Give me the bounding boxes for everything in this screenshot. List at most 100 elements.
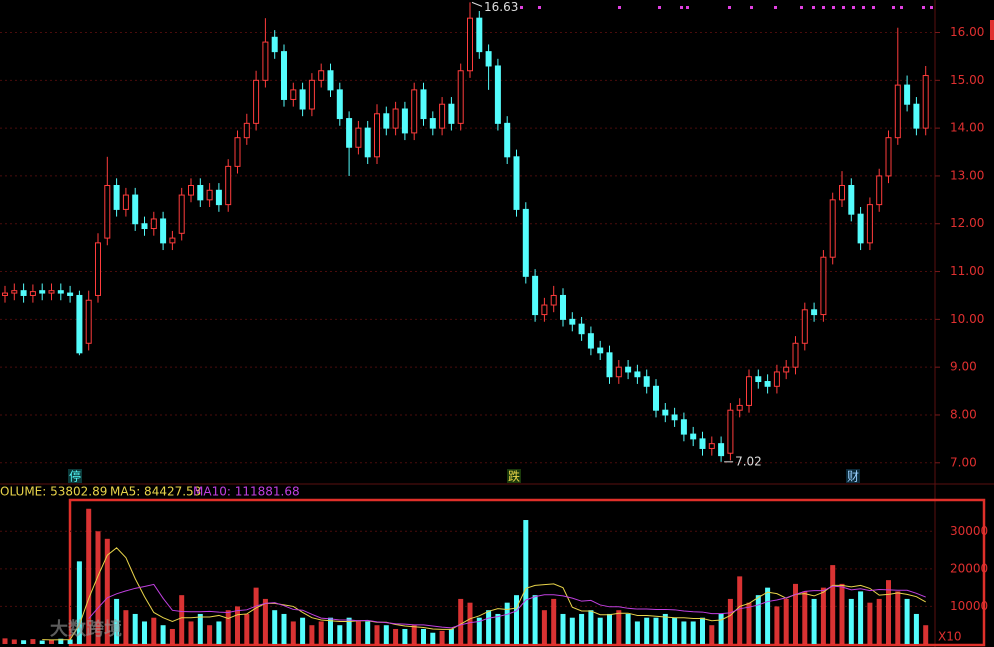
high-arrow — [471, 1, 483, 7]
candle-body — [773, 371, 780, 387]
annotation: 停 — [69, 469, 81, 484]
y-tick-label: 16.00 — [950, 25, 984, 39]
legend-ma10: MA10: 111881.68 — [193, 485, 300, 499]
candle-body — [327, 70, 334, 91]
candle-body — [718, 443, 725, 457]
volume-bar — [755, 595, 761, 644]
candle-body — [2, 292, 8, 296]
top-dot — [900, 6, 903, 9]
candle-body — [811, 309, 818, 316]
top-dot — [922, 6, 925, 9]
candle-body — [308, 79, 315, 110]
candle-body — [550, 294, 557, 306]
volume-bar — [160, 625, 166, 644]
candle-body — [67, 292, 74, 296]
candle-body — [504, 122, 511, 158]
volume-bar — [765, 587, 771, 644]
candle-body — [76, 294, 83, 354]
volume-bar — [607, 613, 612, 644]
volume-bar — [560, 613, 566, 644]
candle-body — [225, 165, 232, 206]
candle-body — [541, 304, 548, 316]
volume-bar — [700, 617, 705, 644]
volume-bar — [290, 621, 296, 644]
volume-bar — [662, 613, 668, 644]
volume-bar — [95, 531, 101, 644]
candle-body — [476, 17, 483, 53]
top-dot — [680, 6, 683, 9]
candle-body — [48, 290, 55, 294]
volume-bar — [104, 538, 110, 644]
volume-bar — [867, 602, 873, 644]
candle-body — [346, 118, 353, 148]
volume-bar — [783, 598, 789, 644]
candle-body — [532, 275, 539, 316]
candle-body — [597, 347, 604, 354]
volume-bar — [169, 628, 175, 644]
high-label: 16.63 — [484, 0, 518, 14]
candle-body — [727, 409, 734, 454]
volume-bar — [365, 621, 371, 644]
volume-bar — [374, 625, 380, 644]
volume-bar — [690, 621, 696, 644]
candle-body — [169, 237, 176, 244]
candle-body — [922, 75, 929, 129]
volume-bar — [913, 613, 919, 644]
volume-bar — [216, 621, 222, 644]
volume-bar — [225, 610, 231, 644]
candle-body — [113, 184, 120, 210]
volume-bar — [300, 617, 306, 644]
candle-body — [132, 194, 139, 225]
candle-body — [197, 184, 204, 201]
candle-body — [234, 137, 241, 167]
legend-ma5: MA5: 84427.53 — [110, 485, 201, 499]
top-dot — [892, 6, 895, 9]
volume-bar — [86, 508, 92, 644]
volume-bar — [151, 617, 157, 644]
top-dot — [520, 6, 523, 9]
volume-bar — [272, 610, 278, 644]
y-tick-label: 13.00 — [950, 168, 984, 182]
candle-body — [494, 65, 501, 124]
top-dot — [686, 6, 689, 9]
volume-bar — [123, 610, 129, 644]
candle-body — [708, 443, 715, 449]
y-tick-label: 9.00 — [950, 360, 977, 374]
candle-body — [160, 218, 167, 244]
candle-body — [848, 184, 855, 215]
candle-body — [699, 438, 706, 449]
volume-bar — [421, 628, 426, 644]
candle-body — [653, 385, 659, 411]
volume-bar — [281, 613, 287, 644]
candle-body — [560, 294, 566, 320]
ma-line — [88, 583, 926, 629]
candle-body — [839, 184, 845, 201]
volume-bar — [142, 621, 147, 644]
volume-bar — [188, 621, 194, 644]
volume-bar — [802, 591, 808, 644]
candle-body — [439, 103, 446, 129]
candle-body — [448, 103, 455, 124]
candle-body — [587, 333, 594, 349]
volume-bar — [197, 613, 203, 644]
top-dot — [930, 6, 933, 9]
candle-body — [262, 41, 269, 81]
annotation-bg — [507, 469, 521, 483]
top-dot — [658, 6, 661, 9]
top-dot — [872, 6, 875, 9]
volume-bar — [2, 638, 8, 644]
candle-body — [606, 352, 613, 378]
volume-bar — [76, 561, 82, 644]
candle-body — [95, 242, 101, 296]
top-dot — [538, 6, 541, 9]
candle-body — [746, 376, 752, 406]
candle-body — [913, 103, 920, 129]
candle-body — [857, 213, 864, 244]
candle-body — [420, 89, 427, 120]
volume-bar — [132, 613, 138, 644]
top-dot — [750, 6, 753, 9]
y-tick-label: 10000 — [950, 599, 988, 613]
top-dot — [618, 6, 621, 9]
volume-bar — [634, 621, 640, 644]
candle-body — [290, 89, 297, 100]
